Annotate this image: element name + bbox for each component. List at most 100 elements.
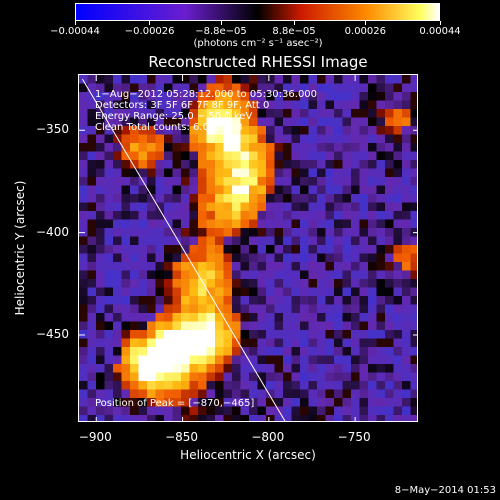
heatmap-cell — [155, 143, 165, 153]
heatmap-cell — [87, 381, 97, 391]
heatmap-cell — [249, 160, 259, 170]
heatmap-cell — [96, 415, 106, 421]
heatmap-cell — [198, 151, 208, 161]
heatmap-cell — [121, 321, 131, 331]
heatmap-cell — [308, 185, 318, 195]
heatmap-cell — [87, 177, 97, 187]
heatmap-cell — [232, 304, 242, 314]
heatmap-cell — [147, 83, 157, 93]
heatmap-cell — [291, 117, 301, 127]
heatmap-cell — [249, 321, 259, 331]
heatmap-cell — [130, 270, 140, 280]
heatmap-cell — [223, 296, 233, 306]
heatmap-cell — [342, 126, 352, 136]
heatmap-cell — [342, 117, 352, 127]
heatmap-cell — [232, 177, 242, 187]
heatmap-cell — [342, 270, 352, 280]
heatmap-cell — [96, 109, 106, 119]
heatmap-cell — [104, 83, 114, 93]
heatmap-cell — [317, 381, 327, 391]
heatmap-cell — [223, 202, 233, 212]
colorbar-tick-label: −0.00044 — [50, 26, 100, 37]
heatmap-cell — [342, 372, 352, 382]
heatmap-cell — [317, 151, 327, 161]
colorbar — [75, 3, 440, 21]
heatmap-cell — [402, 406, 412, 416]
heatmap-cell — [240, 262, 250, 272]
heatmap-cell — [104, 347, 114, 357]
heatmap-cell — [215, 236, 225, 246]
heatmap-cell — [113, 372, 123, 382]
heatmap-cell — [300, 398, 310, 408]
heatmap-cell — [147, 228, 157, 238]
heatmap-cell — [385, 109, 395, 119]
heatmap-cell — [334, 202, 344, 212]
heatmap-cell — [155, 117, 165, 127]
heatmap-cell — [257, 372, 267, 382]
heatmap-cell — [402, 262, 412, 272]
heatmap-cell — [113, 168, 123, 178]
heatmap-cell — [325, 168, 335, 178]
heatmap-cell — [223, 389, 233, 399]
heatmap-cell — [402, 109, 412, 119]
heatmap-cell — [266, 372, 276, 382]
heatmap-cell — [393, 313, 403, 323]
heatmap-cell — [291, 219, 301, 229]
heatmap-cell — [283, 245, 293, 255]
heatmap-cell — [155, 262, 165, 272]
heatmap-cell — [410, 415, 417, 421]
heatmap-cell — [147, 262, 157, 272]
heatmap-cell — [257, 117, 267, 127]
heatmap-cell — [87, 253, 97, 263]
heatmap-cell — [240, 151, 250, 161]
heatmap-cell — [325, 347, 335, 357]
heatmap-cell — [368, 151, 378, 161]
heatmap-cell — [138, 406, 148, 416]
heatmap-cell — [206, 109, 216, 119]
heatmap-cell — [172, 406, 182, 416]
heatmap-cell — [410, 279, 417, 289]
heatmap-cell — [317, 372, 327, 382]
heatmap-cell — [189, 211, 199, 221]
heatmap-cell — [96, 126, 106, 136]
heatmap-cell — [283, 194, 293, 204]
heatmap-cell — [121, 100, 131, 110]
heatmap-cell — [291, 398, 301, 408]
heatmap-cell — [215, 372, 225, 382]
heatmap-cell — [351, 92, 361, 102]
heatmap-cell — [359, 355, 369, 365]
heatmap-cell — [172, 219, 182, 229]
heatmap-cell — [138, 415, 148, 421]
heatmap-cell — [283, 355, 293, 365]
heatmap-cell — [240, 270, 250, 280]
heatmap-cell — [215, 398, 225, 408]
heatmap-cell — [342, 381, 352, 391]
heatmap-cell — [376, 389, 386, 399]
heatmap-cell — [249, 194, 259, 204]
heatmap-cell — [130, 228, 140, 238]
heatmap-cell — [351, 313, 361, 323]
heatmap-cell — [189, 75, 199, 85]
heatmap-cell — [181, 415, 191, 421]
heatmap-cell — [223, 262, 233, 272]
heatmap-cell — [283, 109, 293, 119]
heatmap-cell — [147, 134, 157, 144]
heatmap-cell — [325, 202, 335, 212]
heatmap-cell — [206, 372, 216, 382]
heatmap-cell — [410, 381, 417, 391]
heatmap-cell — [104, 398, 114, 408]
heatmap-cell — [130, 100, 140, 110]
heatmap-cell — [104, 194, 114, 204]
heatmap-cell — [138, 236, 148, 246]
heatmap-cell — [249, 372, 259, 382]
annotation-detectors: Detectors: 3F 5F 6F 7F 8F 9F, Att 0 — [95, 100, 270, 111]
heatmap-cell — [172, 304, 182, 314]
heatmap-cell — [393, 126, 403, 136]
heatmap-cell — [291, 389, 301, 399]
heatmap-cell — [274, 151, 284, 161]
heatmap-cell — [87, 160, 97, 170]
heatmap-cell — [189, 415, 199, 421]
heatmap-cell — [257, 236, 267, 246]
heatmap-cell — [232, 202, 242, 212]
heatmap-cell — [300, 185, 310, 195]
